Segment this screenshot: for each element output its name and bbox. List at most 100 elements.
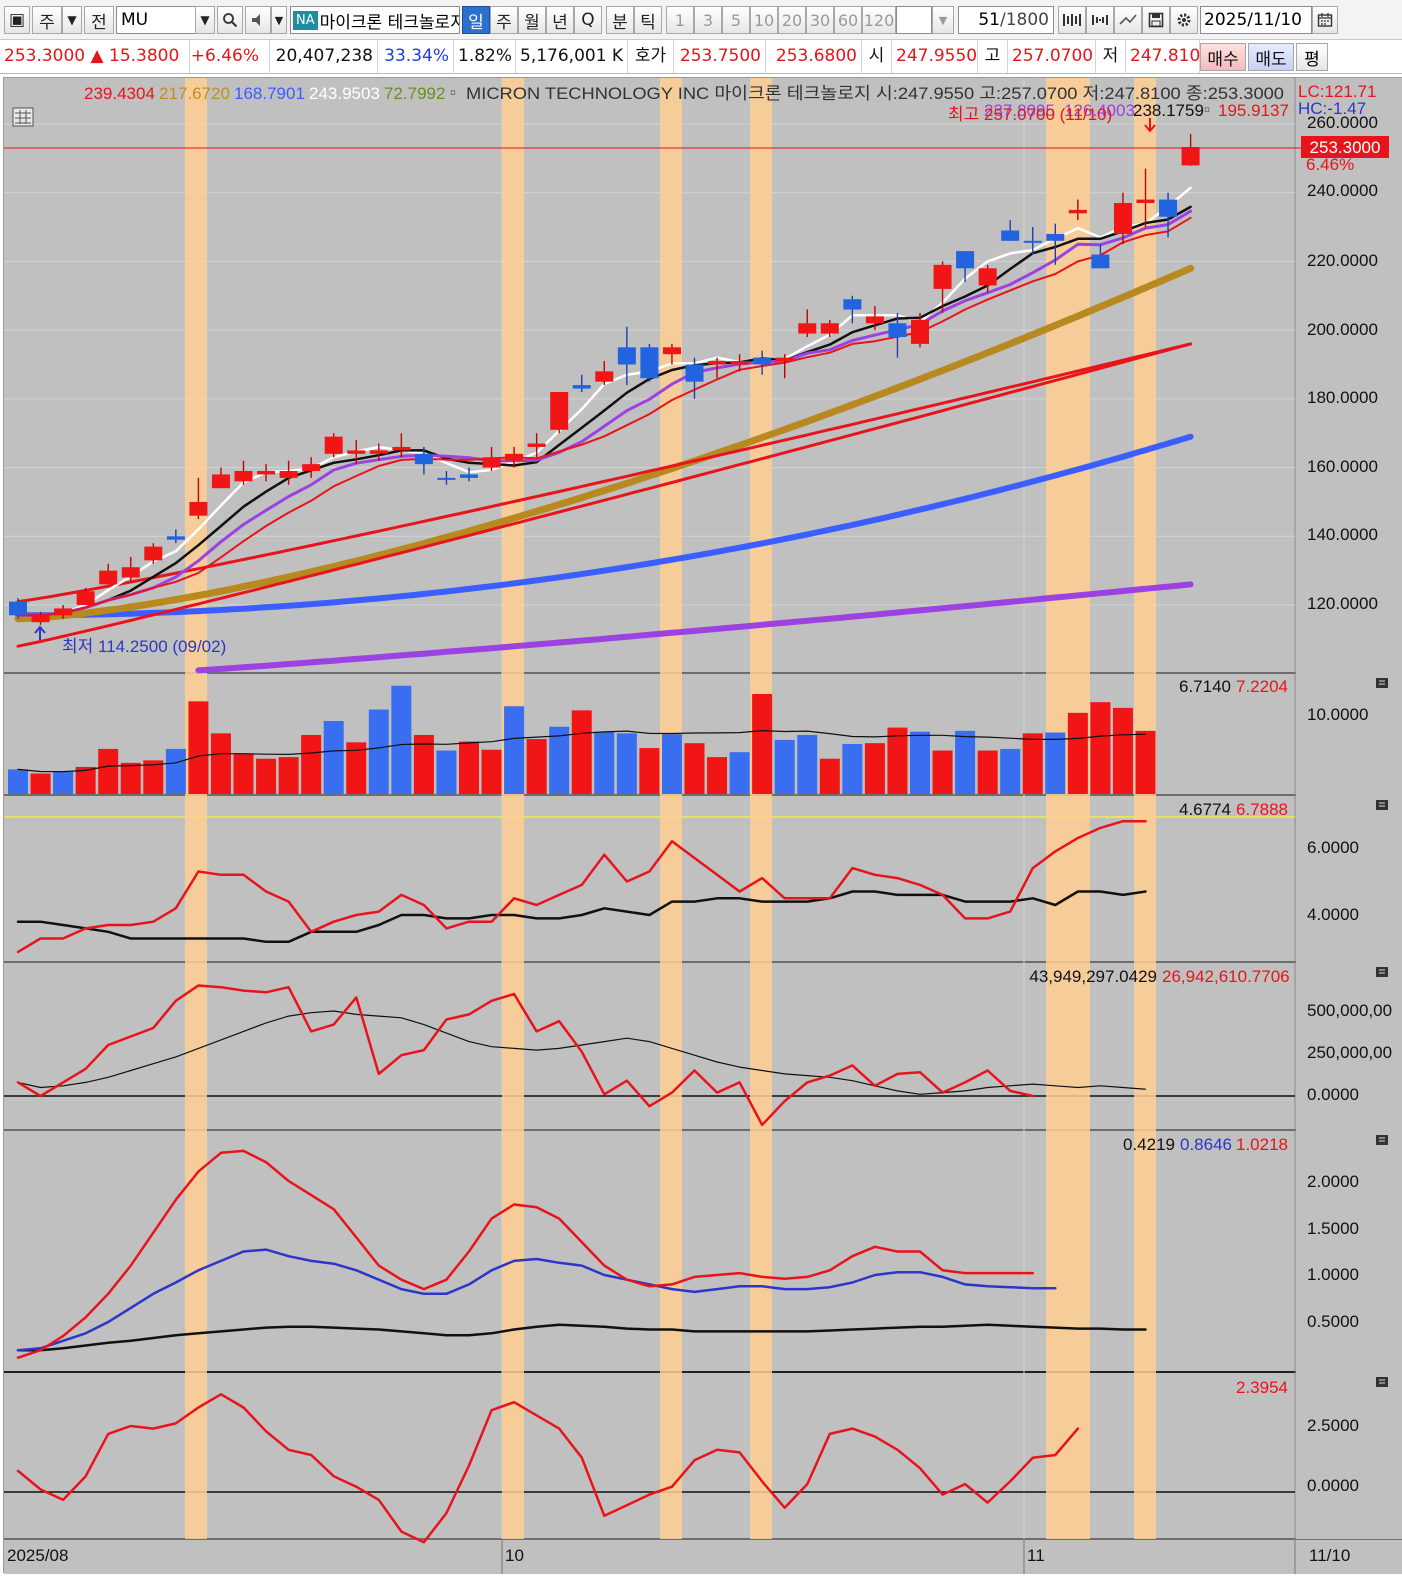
stock-name-field[interactable]: NA 마이크론 테크놀로지 <box>290 6 460 34</box>
market-kind-button[interactable]: 주 <box>32 6 62 34</box>
volume-bar[interactable] <box>910 731 930 794</box>
candle[interactable] <box>76 587 95 605</box>
interval-3-button[interactable]: 3 <box>694 6 722 34</box>
period-year-button[interactable]: 년 <box>546 6 574 34</box>
candle[interactable] <box>933 261 952 313</box>
volume-bar[interactable] <box>233 753 254 794</box>
volume-bar[interactable] <box>819 758 840 794</box>
bar-count-input[interactable]: 51/1800 <box>958 6 1054 34</box>
volume-bar[interactable] <box>120 762 141 794</box>
candle[interactable] <box>302 457 321 478</box>
volume-bar[interactable] <box>301 734 322 794</box>
interval-5-button[interactable]: 5 <box>722 6 750 34</box>
candle[interactable] <box>279 460 298 485</box>
period-quarter-button[interactable]: Q <box>574 6 602 34</box>
compress-chart-icon[interactable] <box>1058 6 1086 34</box>
tick-button[interactable]: 틱 <box>634 6 662 34</box>
prev-button[interactable]: 전 <box>84 6 114 34</box>
volume-bar[interactable] <box>75 766 96 794</box>
volume-bar[interactable] <box>842 743 863 794</box>
symbol-dropdown-icon[interactable]: ▼ <box>195 6 215 34</box>
volume-bar[interactable] <box>932 750 953 794</box>
volume-bar[interactable] <box>391 685 412 794</box>
volume-bar[interactable] <box>323 721 344 794</box>
volume-panel-menu-icon[interactable] <box>1376 678 1388 688</box>
candle[interactable] <box>978 264 997 293</box>
volume-bar[interactable] <box>729 752 750 794</box>
expand-chart-icon[interactable] <box>1086 6 1114 34</box>
search-icon[interactable] <box>217 6 243 34</box>
candle[interactable] <box>347 440 366 465</box>
volume-bar[interactable] <box>1112 707 1133 794</box>
candle[interactable] <box>482 446 501 472</box>
candle[interactable] <box>414 446 433 475</box>
volume-bar[interactable] <box>955 730 976 794</box>
volume-bar[interactable] <box>459 741 479 794</box>
candle[interactable] <box>527 433 546 458</box>
candle[interactable] <box>550 391 569 434</box>
candle[interactable] <box>54 605 73 619</box>
save-icon[interactable] <box>1142 6 1170 34</box>
candle[interactable] <box>9 598 27 619</box>
candle[interactable] <box>31 611 50 625</box>
volume-bar[interactable] <box>368 709 389 794</box>
volume-bar[interactable] <box>504 706 525 794</box>
volume-bar[interactable] <box>752 693 773 794</box>
volume-bar[interactable] <box>549 726 570 794</box>
candle[interactable] <box>685 357 704 399</box>
volume-bar[interactable] <box>707 757 728 794</box>
ind2-panel-menu-icon[interactable] <box>1376 967 1388 977</box>
volume-bar[interactable] <box>526 739 547 794</box>
volume-bar[interactable] <box>346 742 367 794</box>
gear-icon[interactable] <box>1170 6 1198 34</box>
period-week-button[interactable]: 주 <box>490 6 518 34</box>
interval-30-button[interactable]: 30 <box>806 6 834 34</box>
volume-bar[interactable] <box>481 749 502 794</box>
candle[interactable] <box>662 343 681 365</box>
grid-toggle-icon[interactable] <box>12 107 34 127</box>
eval-button[interactable]: 평 <box>1296 43 1328 71</box>
candle[interactable] <box>753 350 772 375</box>
candle[interactable] <box>911 312 929 348</box>
candle[interactable] <box>1159 192 1178 238</box>
volume-bar[interactable] <box>165 748 186 794</box>
candle[interactable] <box>956 251 975 283</box>
volume-bar[interactable] <box>661 734 682 794</box>
interval-120-button[interactable]: 120 <box>862 6 896 34</box>
candle[interactable] <box>437 471 456 485</box>
candle[interactable] <box>1046 223 1065 265</box>
ind1-panel-menu-icon[interactable] <box>1376 800 1388 810</box>
candle[interactable] <box>1091 244 1110 269</box>
custom-interval-input[interactable] <box>896 6 932 34</box>
volume-bar[interactable] <box>1000 748 1021 794</box>
ind4-panel-menu-icon[interactable] <box>1376 1377 1388 1387</box>
candle[interactable] <box>640 343 659 382</box>
volume-bar[interactable] <box>188 701 209 794</box>
candle[interactable] <box>121 556 140 581</box>
volume-bar[interactable] <box>436 750 457 794</box>
candle[interactable] <box>189 477 208 520</box>
ind3-panel-menu-icon[interactable] <box>1376 1135 1388 1145</box>
calendar-icon[interactable] <box>1312 6 1338 34</box>
candle[interactable] <box>1068 199 1087 221</box>
volume-bar[interactable] <box>98 748 119 794</box>
candle[interactable] <box>1113 192 1132 245</box>
candle[interactable] <box>595 361 614 386</box>
candle[interactable] <box>572 374 591 392</box>
layout-icon[interactable]: ▣ <box>4 6 30 34</box>
candle[interactable] <box>234 460 253 485</box>
candle[interactable] <box>324 433 343 458</box>
market-kind-dropdown-icon[interactable]: ▼ <box>62 6 82 34</box>
period-day-button[interactable]: 일 <box>462 6 490 34</box>
candle[interactable] <box>460 467 478 482</box>
candle[interactable] <box>166 529 185 544</box>
minute-button[interactable]: 분 <box>606 6 634 34</box>
volume-bar[interactable] <box>143 760 164 794</box>
chart-canvas[interactable]: 239.4304 217.6720 168.7901 243.9503 72.7… <box>4 78 1402 1574</box>
interval-1-button[interactable]: 1 <box>666 6 694 34</box>
volume-bar[interactable] <box>30 773 51 795</box>
buy-button[interactable]: 매수 <box>1200 43 1246 71</box>
symbol-input[interactable]: MU <box>116 6 196 34</box>
volume-bar[interactable] <box>887 727 908 794</box>
volume-bar[interactable] <box>1090 702 1111 794</box>
